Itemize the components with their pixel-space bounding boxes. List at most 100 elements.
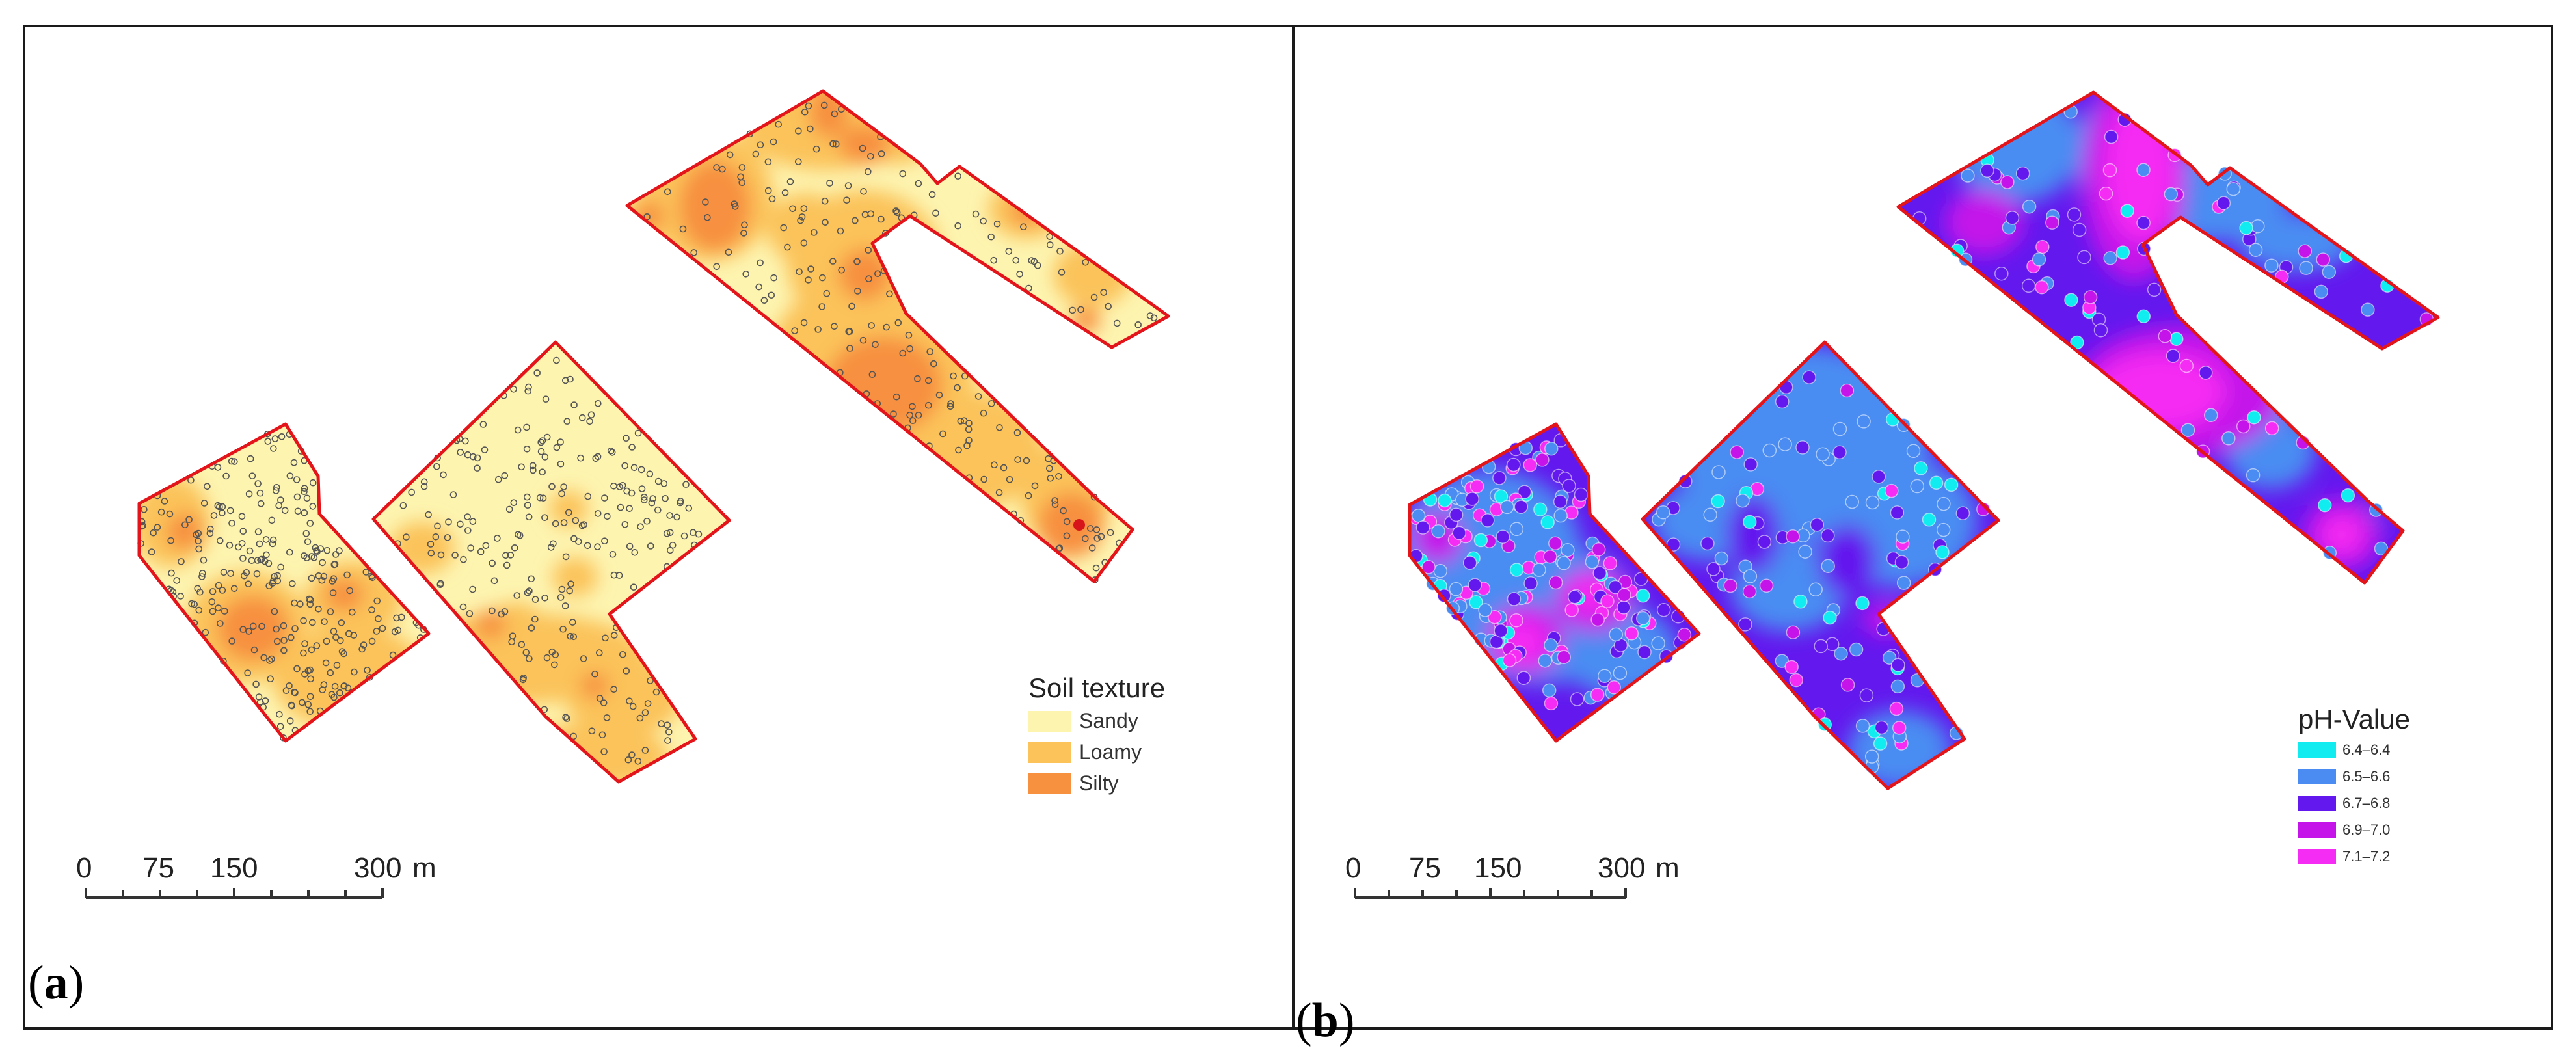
sample-point [2072,222,2087,237]
sample-point [572,516,580,524]
sample-point [752,150,760,158]
sample-point [286,548,293,556]
sample-point [2032,252,2046,267]
sample-point [253,570,261,578]
legend-label: 6.7–6.8 [2342,795,2391,811]
sample-point [2021,278,2036,293]
sample-point [1488,609,1502,624]
sample-point [784,243,791,251]
sample-point [569,619,576,626]
sample-point [531,615,539,623]
sample-point [1113,319,1121,327]
sample-point [628,751,636,758]
sample-point [518,463,525,471]
sample-point [853,258,861,265]
sample-point [1590,688,1605,702]
sample-point [2035,280,2049,295]
sample-point [609,550,617,558]
sample-point [1452,526,1466,541]
sample-point [1730,445,1744,459]
sample-point [531,596,539,603]
sample-point [768,195,776,203]
field-boundaries [137,89,1170,784]
sample-point [294,507,302,515]
sample-point [282,687,290,695]
sample-point [2179,358,2194,373]
sample-point [238,539,246,547]
sample-point [256,489,264,497]
sample-point [915,411,922,419]
sample-point [757,141,764,148]
sample-point [570,401,578,408]
sample-point [306,600,314,608]
sample-point [928,191,936,198]
sample-point [219,587,226,594]
sample-point [245,628,252,635]
sample-point [1516,671,1531,685]
sample-point [1677,628,1692,642]
sample-point [1711,465,1726,479]
sample-point [265,559,273,567]
sample-point [1823,610,1837,625]
sample-point [331,682,339,690]
sample-point [603,714,611,721]
sample-point [329,578,336,585]
sample-point [228,457,235,465]
sample-point [1613,665,1628,680]
sample-point [1864,749,1879,764]
sample-point [167,537,174,544]
sample-point [1055,472,1062,480]
sample-point [288,701,295,709]
sample-point [939,430,946,438]
sample-point [1105,302,1112,310]
sample-point [287,634,295,641]
sample-point [466,610,474,617]
sample-point [511,544,518,552]
sample-point [173,577,180,584]
sample-point [408,488,416,496]
sample-point [1759,578,1774,593]
sample-point [469,585,476,593]
sample-point [646,470,654,478]
sample-point [899,349,907,357]
sample-point [1047,474,1054,482]
sample-point [1557,650,1571,664]
sample-point [2264,258,2279,273]
panel-b-ph-map: pH-Value 6.4–6.4 6.5–6.6 6.7–6.8 6.9–7.0… [1295,27,2551,1045]
sample-point [245,580,252,588]
field-3-boundary [1896,90,2440,585]
sample-point [209,588,217,595]
sample-point [258,622,265,630]
sample-point [822,219,829,226]
sample-point [1507,592,1522,606]
sample-point [399,502,407,509]
sample-point [1090,493,1098,501]
sample-point [1591,542,1606,557]
sample-point [1808,582,1823,597]
sample-point [731,200,738,207]
sample-point [1411,508,1426,523]
sample-point [1544,638,1558,652]
sample-point [280,734,287,742]
sample-point [309,503,317,510]
sample-point [1894,555,1909,569]
sample-point [1540,515,1555,529]
sample-point [195,545,203,553]
sample-point [368,606,375,613]
ph-value-map [1354,90,2440,899]
sample-point [867,210,874,218]
sample-point [320,572,328,580]
sample-point [304,538,312,546]
sample-point [228,637,236,645]
sample-point [215,604,222,611]
sample-point [610,686,618,693]
sample-point [323,546,331,554]
legend-swatch [2298,849,2336,864]
sample-point [980,409,987,417]
sample-point [765,187,772,194]
sample-point [269,540,276,548]
sample-point [271,608,278,615]
sample-point [280,647,288,654]
sample-point [449,491,457,498]
sample-point [1855,596,1870,611]
